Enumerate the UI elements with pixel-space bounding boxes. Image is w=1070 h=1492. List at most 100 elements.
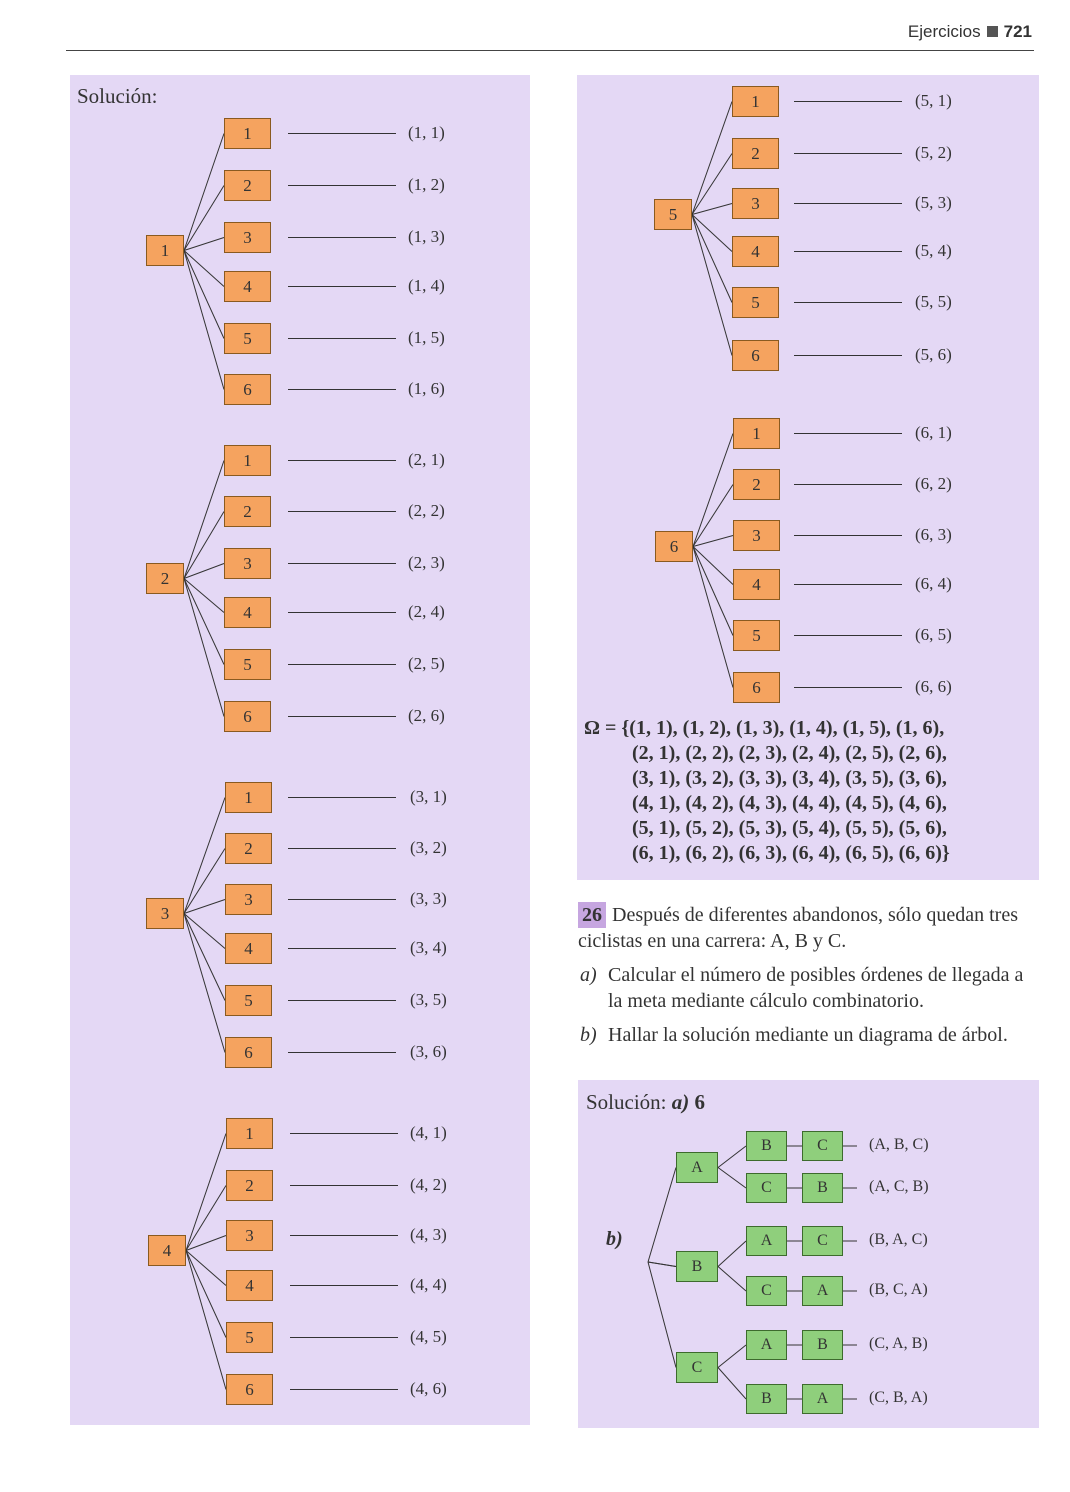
- outcome-pair: (2, 1): [408, 449, 445, 469]
- tree-branch-line: [183, 797, 226, 914]
- tree-leaf-box: 3: [733, 520, 780, 551]
- tree-branch-line: [691, 214, 733, 252]
- tree-branch-line: [183, 913, 226, 1053]
- tree-leaf-box: 4: [224, 597, 271, 628]
- tree-branch-line: [183, 250, 225, 390]
- race-first-line: [647, 1261, 677, 1368]
- tree-leaf-box: 3: [732, 188, 779, 219]
- race-second-line: [717, 1344, 747, 1368]
- race-order-result: (C, B, A): [869, 1389, 928, 1406]
- tree-leaf-box: 5: [226, 1322, 273, 1353]
- tree-leaf-box: 2: [733, 469, 780, 500]
- omega-row: (1, 1), (1, 2), (1, 3), (1, 4), (1, 5), …: [629, 717, 945, 739]
- tree-branch-line: [185, 1235, 227, 1251]
- solution-26-label: Solución: a) 6: [586, 1090, 705, 1115]
- tree-leaf-box: 1: [224, 118, 271, 149]
- tree-branch-line: [692, 546, 734, 585]
- race-order-result: (A, B, C): [869, 1136, 929, 1153]
- tree-leaf-box: 6: [225, 1037, 272, 1068]
- third-place-box: C: [802, 1131, 843, 1161]
- third-place-box: C: [802, 1226, 843, 1256]
- part-a-text: Calcular el número de posibles órdenes d…: [608, 964, 1024, 1012]
- tree-branch-line: [183, 250, 225, 287]
- tree-branch-line: [691, 203, 733, 215]
- outcome-pair: (5, 4): [915, 240, 952, 260]
- outcome-pair: (4, 1): [410, 1122, 447, 1142]
- tree-leaf-box: 2: [224, 496, 271, 527]
- tree-branch-line: [692, 546, 734, 636]
- tree-branch-line: [183, 185, 225, 251]
- tree-root-box: 4: [148, 1235, 186, 1266]
- omega-lead: Ω = {: [584, 717, 630, 739]
- tree-leaf-box: 5: [224, 649, 271, 680]
- outcome-pair: (3, 2): [410, 837, 447, 857]
- tree-branch-line: [692, 484, 734, 547]
- tree-root-box: 2: [146, 563, 184, 594]
- tree-branch-line: [183, 848, 226, 914]
- tree-branch-line: [183, 899, 226, 914]
- race-second-line: [717, 1240, 747, 1267]
- race-second-line: [717, 1266, 747, 1292]
- section-title: Ejercicios: [907, 22, 981, 41]
- second-place-box: C: [746, 1173, 787, 1203]
- tree-leaf-box: 2: [225, 833, 272, 864]
- outcome-pair: (3, 4): [410, 937, 447, 957]
- outcome-pair: (5, 5): [915, 291, 952, 311]
- tree-branch-line: [183, 913, 226, 949]
- first-place-box: C: [676, 1352, 718, 1383]
- tree-leaf-box: 3: [224, 222, 271, 253]
- problem-part-a: a) Calcular el número de posibles órdenes…: [578, 962, 1040, 1014]
- tree-branch-line: [691, 153, 733, 215]
- outcome-pair: (2, 6): [408, 705, 445, 725]
- tree-root-box: 6: [655, 531, 693, 562]
- outcome-pair: (1, 4): [408, 275, 445, 295]
- square-bullet-icon: [986, 26, 998, 37]
- problem-part-b: b) Hallar la solución mediante un diagram…: [578, 1022, 1040, 1048]
- outcome-pair: (3, 1): [410, 786, 447, 806]
- second-place-box: B: [746, 1131, 787, 1161]
- tree-branch-line: [183, 578, 225, 665]
- tree-branch-line: [185, 1250, 227, 1390]
- tree-branch-line: [183, 250, 225, 339]
- tree-leaf-box: 1: [224, 445, 271, 476]
- outcome-pair: (5, 6): [915, 344, 952, 364]
- outcome-pair: (1, 5): [408, 327, 445, 347]
- outcome-pair: (5, 1): [915, 90, 952, 110]
- tree-leaf-box: 6: [224, 701, 271, 732]
- outcome-pair: (5, 3): [915, 192, 952, 212]
- race-order-result: (C, A, B): [869, 1335, 928, 1352]
- outcome-pair: (6, 1): [915, 422, 952, 442]
- outcome-pair: (2, 3): [408, 552, 445, 572]
- running-header: Ejercicios 721: [908, 22, 1032, 42]
- race-order-result: (A, C, B): [869, 1178, 929, 1195]
- outcome-pair: (6, 6): [915, 676, 952, 696]
- outcome-pair: (2, 2): [408, 500, 445, 520]
- second-place-box: A: [746, 1330, 787, 1360]
- sample-space: Ω = {(1, 1), (1, 2), (1, 3), (1, 4), (1,…: [584, 716, 950, 866]
- tree-branch-line: [183, 563, 225, 579]
- omega-row: (5, 1), (5, 2), (5, 3), (5, 4), (5, 5), …: [632, 817, 947, 839]
- tree-branch-line: [183, 237, 225, 251]
- tree-leaf-box: 1: [733, 418, 780, 449]
- tree-branch-line: [185, 1250, 227, 1338]
- first-place-box: A: [676, 1152, 718, 1183]
- tree-branch-line: [183, 133, 225, 251]
- tree-leaf-box: 6: [732, 340, 779, 371]
- tree-leaf-box: 2: [224, 170, 271, 201]
- tree-root-box: 1: [146, 235, 184, 266]
- race-second-line: [717, 1367, 747, 1400]
- outcome-pair: (5, 2): [915, 142, 952, 162]
- part-b-text: Hallar la solución mediante un diagrama …: [608, 1024, 1008, 1046]
- tree-leaf-box: 5: [224, 323, 271, 354]
- part-b-label: b): [580, 1024, 597, 1046]
- outcome-pair: (6, 5): [915, 624, 952, 644]
- tree-leaf-box: 2: [732, 138, 779, 169]
- outcome-pair: (1, 3): [408, 226, 445, 246]
- tree-root-box: 3: [146, 898, 184, 929]
- third-place-box: A: [802, 1384, 843, 1414]
- problem-26: 26 Después de diferentes abandonos, sólo …: [578, 902, 1040, 1048]
- solution-panel-left: [70, 75, 530, 1425]
- race-order-result: (B, A, C): [869, 1231, 928, 1248]
